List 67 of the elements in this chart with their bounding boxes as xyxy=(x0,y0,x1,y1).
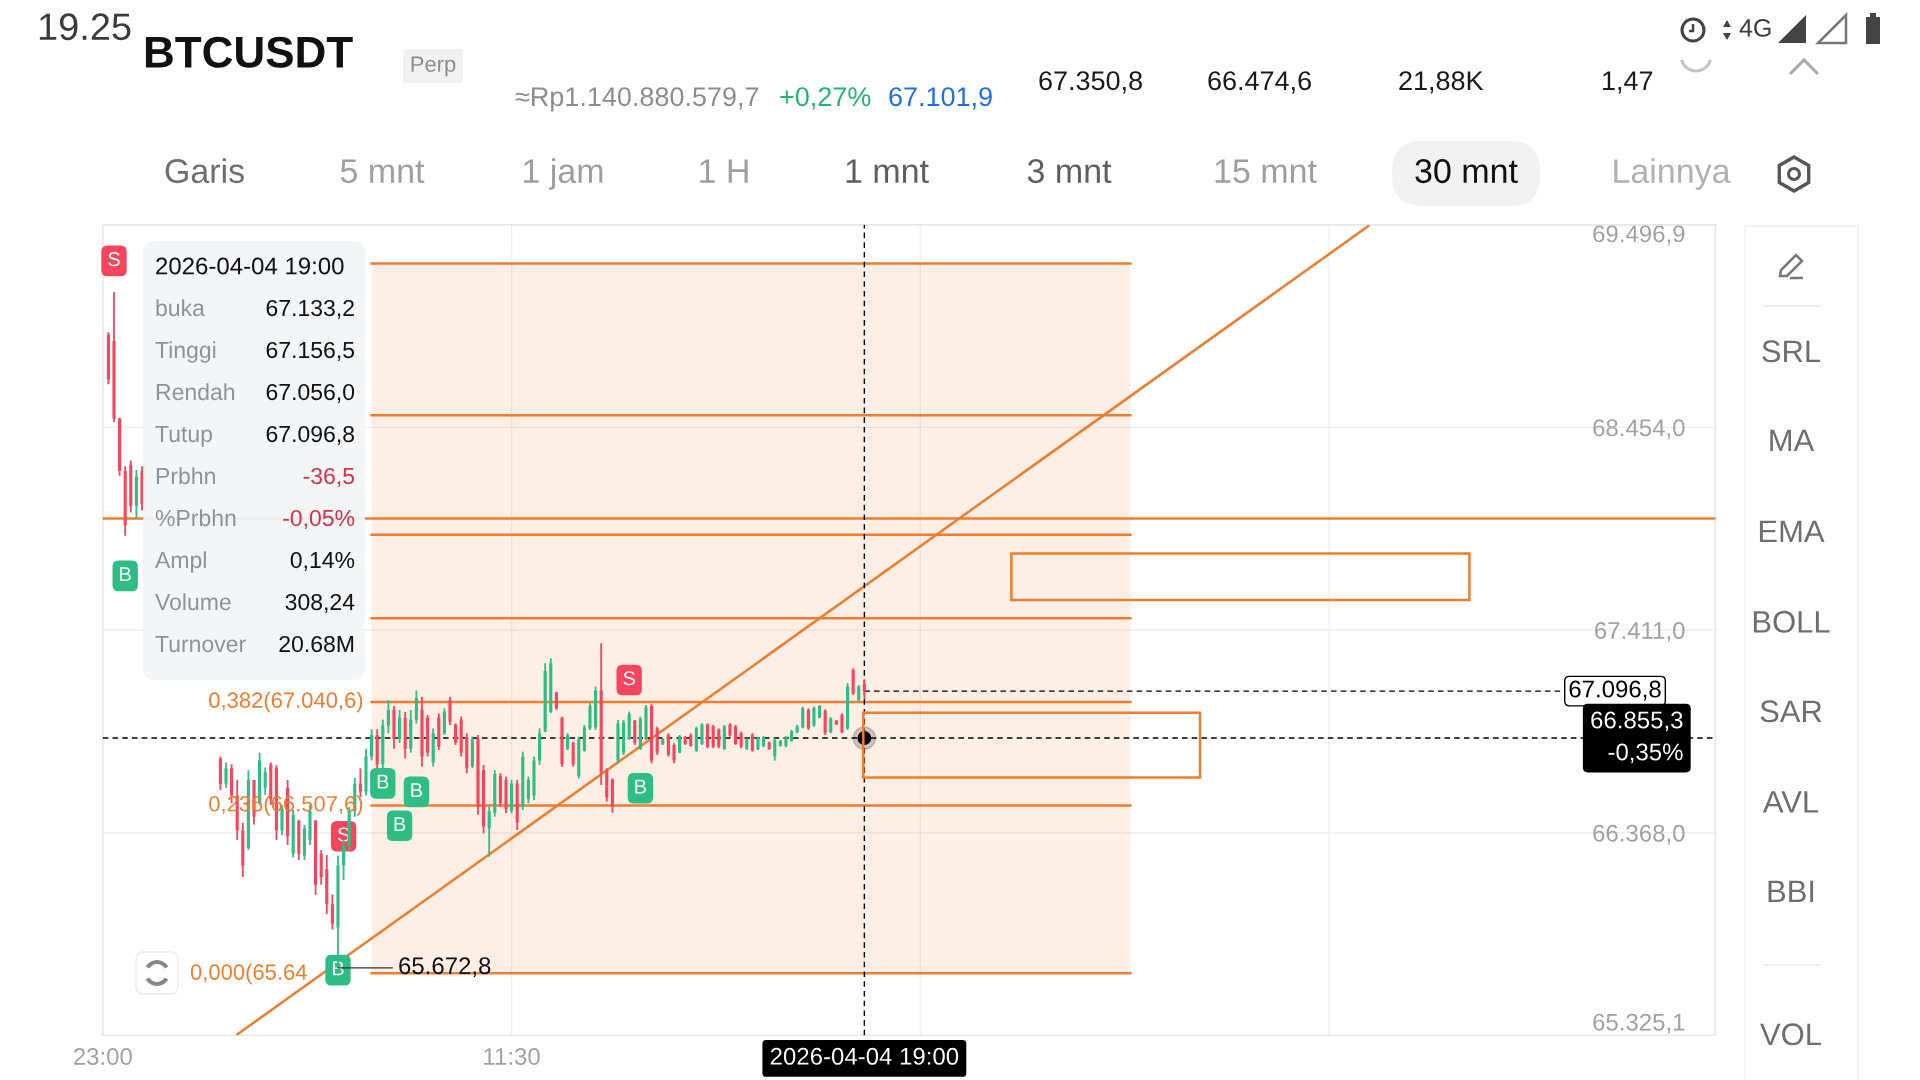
annotation: %Prbhn xyxy=(155,509,236,527)
annotation: -0,05% xyxy=(283,509,355,529)
text: B xyxy=(394,817,406,831)
annotation: 0,000(65.64 xyxy=(190,963,307,985)
annotation: Tutup xyxy=(155,426,212,447)
y-tick-label: 67.411,0 xyxy=(1595,621,1685,642)
x-tick-label: 11:30 xyxy=(484,1048,540,1066)
text: 66.474,6 xyxy=(1208,71,1311,94)
text: BOLL xyxy=(1753,610,1830,633)
annotation: 67.096,8 xyxy=(266,425,355,445)
annotation: buka xyxy=(156,299,205,317)
annotation: 0,14% xyxy=(290,551,355,571)
text: B xyxy=(411,783,422,798)
text: 5 mnt xyxy=(340,159,425,184)
x-tick-label: 23:00 xyxy=(73,1048,132,1066)
text: 67.101,9 xyxy=(889,87,992,110)
text: 19.25 xyxy=(39,13,131,41)
text: B xyxy=(332,961,344,976)
annotation: 67.133,2 xyxy=(266,299,354,319)
text: ≈Rp1.140.880.579,7 xyxy=(515,87,759,112)
text: BBI xyxy=(1768,880,1814,903)
text: SRL xyxy=(1762,340,1821,363)
text: 1 jam xyxy=(524,158,603,190)
text: 1 mnt xyxy=(846,159,929,184)
text: MA xyxy=(1770,429,1815,452)
text: Garis xyxy=(165,158,244,184)
annotation: Tinggi xyxy=(155,341,216,363)
y-tick-label: 68.454,0 xyxy=(1593,419,1685,440)
text: EMA xyxy=(1759,520,1825,543)
text: B xyxy=(377,774,389,789)
text: 21,88K xyxy=(1399,71,1484,94)
series-label: 67.096,8 xyxy=(1569,680,1661,701)
annotation: Rendah xyxy=(156,383,235,401)
text: 3 mnt xyxy=(1027,159,1112,184)
text: S xyxy=(623,671,635,686)
annotation: Ampl xyxy=(155,551,206,573)
annotation: 2026-04-04 19:00 xyxy=(156,257,344,275)
annotation: 308,24 xyxy=(285,593,355,613)
series-label: B xyxy=(120,567,131,581)
annotation: 67.156,5 xyxy=(266,341,355,361)
chart-title: BTCUSDT xyxy=(145,36,353,68)
text: AVL xyxy=(1762,791,1819,813)
series-label: 0,382(67.040,6) xyxy=(209,691,363,713)
text: 1 H xyxy=(700,159,748,183)
text: 30 mnt xyxy=(1415,159,1518,184)
annotation: Prbhn xyxy=(156,467,215,485)
y-tick-label: 65.325,1 xyxy=(1593,1013,1685,1034)
annotation: 67.056,0 xyxy=(266,383,355,403)
text: 4G xyxy=(1739,19,1771,37)
y-tick-label: 66.368,0 xyxy=(1593,824,1685,845)
text: Lainnya xyxy=(1614,158,1731,190)
text: SAR xyxy=(1760,700,1822,723)
text: +0,27% xyxy=(780,87,871,110)
text: 15 mnt xyxy=(1215,159,1317,184)
ref-line-label: 66.855,3 -0,35% xyxy=(1591,711,1683,764)
series-label: S xyxy=(108,252,120,267)
y-tick-label: 69.496,9 xyxy=(1593,225,1685,246)
text: B xyxy=(635,779,646,794)
annotation: 20.68M xyxy=(279,635,354,653)
text: 1,47 xyxy=(1603,71,1653,94)
annotation: -36,5 xyxy=(303,467,355,487)
text: VOL xyxy=(1760,1023,1821,1046)
ref-line-label: 2026-04-04 19:00 xyxy=(770,1047,959,1065)
annotation: Turnover xyxy=(155,636,246,653)
text: 67.350,8 xyxy=(1039,71,1142,94)
chart-subtitle: Perp xyxy=(411,56,456,77)
annotation: Volume xyxy=(155,593,231,611)
